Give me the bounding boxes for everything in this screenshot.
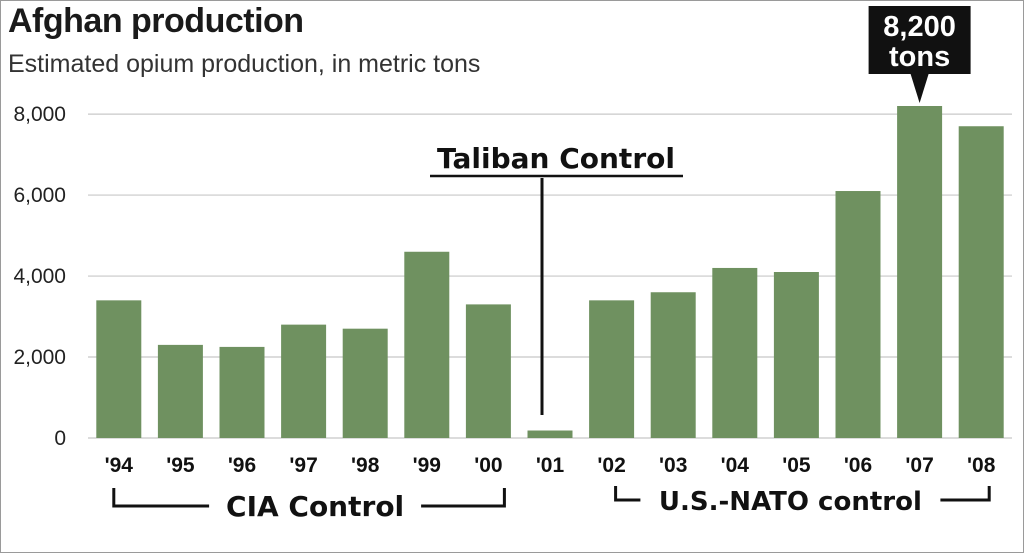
x-tick-label: '04 bbox=[721, 454, 750, 477]
chart-subtitle: Estimated opium production, in metric to… bbox=[8, 50, 481, 78]
bar bbox=[589, 300, 635, 438]
y-tick-label: 2,000 bbox=[13, 346, 66, 369]
bar bbox=[897, 106, 943, 438]
taliban-annotation: Taliban Control bbox=[430, 142, 683, 415]
callout-value: 8,200 bbox=[883, 11, 956, 43]
cia-control-label: CIA Control bbox=[226, 490, 404, 523]
y-tick-label: 4,000 bbox=[13, 265, 66, 288]
x-tick-label: '99 bbox=[413, 454, 441, 477]
bar bbox=[958, 126, 1004, 439]
bar bbox=[650, 292, 696, 438]
x-tick-label: '03 bbox=[659, 454, 687, 477]
y-tick-label: 0 bbox=[54, 427, 66, 450]
bar bbox=[527, 430, 573, 438]
cia-bracket: CIA Control bbox=[112, 488, 506, 523]
bar bbox=[342, 328, 388, 438]
peak-callout: 8,200 tons bbox=[868, 6, 971, 103]
x-tick-label: '01 bbox=[536, 454, 565, 477]
x-tick-label: '00 bbox=[474, 454, 502, 477]
bar bbox=[773, 272, 819, 438]
x-tick-label: '95 bbox=[166, 454, 195, 477]
bar bbox=[465, 304, 511, 438]
x-axis-tick-labels: '94 '95 '96 '97 '98 '99 '00 '01 '02 '03 '04 '05 '06 '… bbox=[105, 454, 996, 477]
nato-control-label: U.S.-NATO control bbox=[659, 487, 922, 517]
bar bbox=[404, 251, 450, 438]
taliban-control-label: Taliban Control bbox=[437, 142, 675, 175]
y-axis-tick-labels: 0 2,000 4,000 6,000 8,000 bbox=[13, 103, 66, 450]
x-tick-label: '07 bbox=[905, 454, 933, 477]
x-tick-label: '98 bbox=[351, 454, 380, 477]
bar bbox=[281, 324, 327, 438]
nato-bracket: U.S.-NATO control bbox=[614, 486, 991, 517]
x-tick-label: '06 bbox=[844, 454, 872, 477]
chart-title: Afghan production bbox=[8, 2, 304, 40]
callout-box bbox=[868, 6, 971, 74]
x-tick-label: '08 bbox=[967, 454, 996, 477]
bar bbox=[835, 191, 881, 438]
bars bbox=[96, 106, 1004, 439]
bar bbox=[96, 300, 142, 438]
x-tick-label: '96 bbox=[228, 454, 256, 477]
bar bbox=[712, 267, 758, 438]
bar bbox=[219, 346, 265, 438]
x-tick-label: '94 bbox=[105, 454, 134, 477]
cia-bracket-line bbox=[112, 488, 506, 508]
x-tick-label: '05 bbox=[782, 454, 811, 477]
bar bbox=[157, 344, 203, 438]
x-tick-label: '02 bbox=[597, 454, 625, 477]
callout-unit: tons bbox=[889, 41, 950, 73]
x-tick-label: '97 bbox=[289, 454, 317, 477]
nato-bracket-line bbox=[614, 486, 991, 502]
callout-pointer bbox=[910, 74, 929, 103]
y-tick-label: 6,000 bbox=[13, 184, 66, 207]
y-tick-label: 8,000 bbox=[13, 103, 66, 126]
